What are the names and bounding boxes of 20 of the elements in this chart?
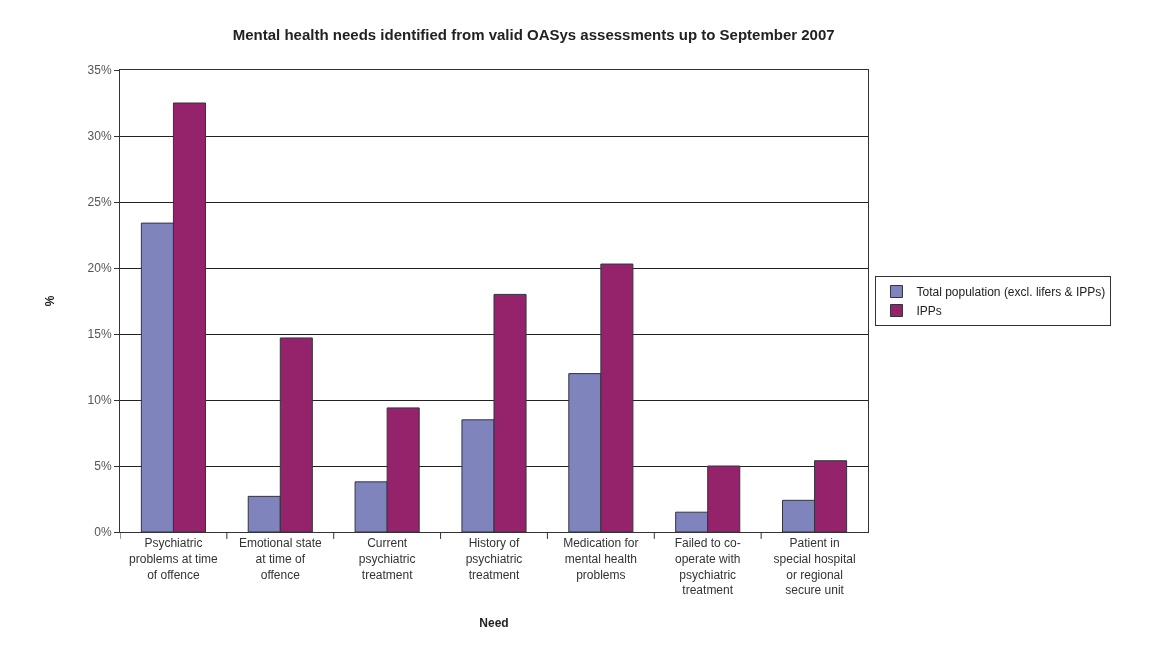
y-axis-title: % bbox=[42, 295, 57, 307]
x-axis-title: Need bbox=[479, 616, 509, 631]
y-tick-label: 35% bbox=[87, 63, 112, 78]
y-tick-label: 30% bbox=[87, 129, 112, 144]
x-tick-label: Failed to co-operate with psychiatric treatment bbox=[674, 536, 741, 598]
y-tick-label: 0% bbox=[94, 525, 112, 540]
legend-label: Total population (excl. lifers & IPPs) bbox=[916, 285, 1106, 300]
y-tick-label: 5% bbox=[94, 459, 112, 474]
x-tick-label: Emotional state at time of offence bbox=[238, 536, 322, 582]
x-tick-label: Current psychiatric treatment bbox=[358, 536, 416, 582]
legend-label: IPPs bbox=[916, 304, 942, 319]
chart-title: Mental health needs identified from valid OASys assessments up to September 2007 bbox=[232, 25, 835, 43]
x-tick-label: Psychiatric problems at time of offence bbox=[129, 536, 219, 582]
x-tick-label: Medication for mental health problems bbox=[563, 536, 639, 582]
y-tick-label: 25% bbox=[87, 195, 112, 210]
y-tick-label: 10% bbox=[87, 393, 112, 408]
y-tick-label: 20% bbox=[87, 261, 112, 276]
y-tick-label: 15% bbox=[87, 327, 112, 342]
x-tick-label: History of psychiatric treatment bbox=[465, 536, 523, 582]
x-tick-label: Patient in special hospital or regional secure unit bbox=[773, 536, 856, 598]
